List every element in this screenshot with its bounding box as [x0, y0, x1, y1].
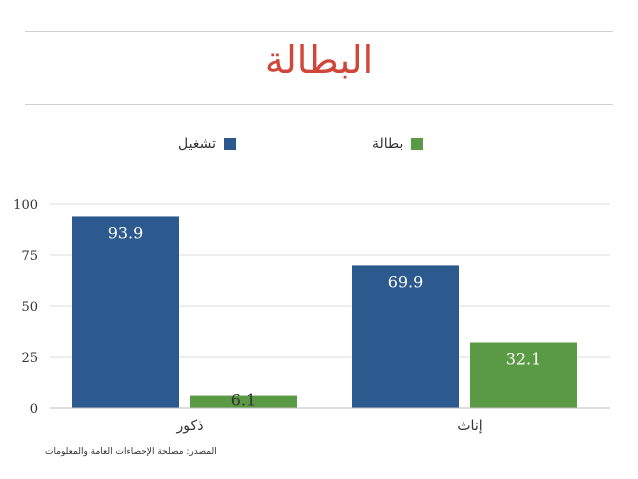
- chart-legend: تشغيل بطالة: [0, 134, 638, 156]
- legend-swatch-unemployment: [411, 138, 424, 150]
- data-label-0-1: 69.9: [388, 272, 424, 291]
- legend-label-unemployment: بطالة: [372, 136, 404, 152]
- data-label-1-1: 32.1: [506, 350, 542, 369]
- title-divider: [25, 104, 613, 105]
- y-tick-label-0: 0: [30, 402, 38, 417]
- top-divider: [25, 31, 613, 32]
- bar-1-0: [190, 395, 297, 408]
- source-note: المصدر: مصلحة الإحصاءات العامة والمعلوما…: [45, 447, 217, 457]
- legend-label-employment: تشغيل: [178, 136, 216, 152]
- y-tick-label-3: 75: [21, 249, 38, 264]
- x-category-label-1: إناث: [457, 418, 482, 434]
- y-tick-label-2: 50: [21, 300, 38, 315]
- chart-title: البطالة: [264, 38, 374, 82]
- data-label-0-0: 93.9: [108, 223, 144, 242]
- bar-0-1: [352, 265, 459, 408]
- x-category-label-0: ذكور: [176, 418, 204, 434]
- data-label-1-0: 6.1: [231, 391, 256, 410]
- y-tick-label-1: 25: [21, 351, 38, 366]
- legend-item-employment: تشغيل: [178, 136, 236, 152]
- y-tick-label-4: 100: [13, 198, 38, 213]
- legend-item-unemployment: بطالة: [372, 136, 424, 152]
- bar-1-1: [470, 342, 577, 408]
- legend-swatch-employment: [223, 138, 236, 150]
- bar-0-0: [72, 216, 179, 408]
